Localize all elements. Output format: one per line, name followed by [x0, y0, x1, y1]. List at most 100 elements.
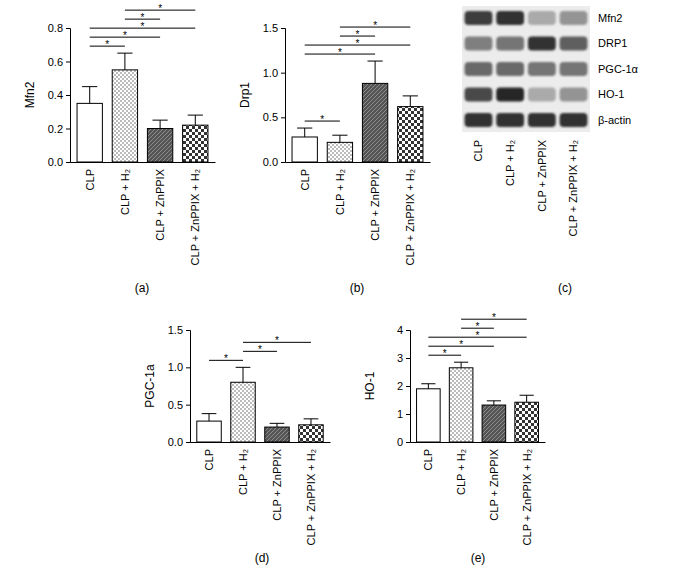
plot-area: [197, 367, 323, 442]
y-tick: 1.0: [168, 361, 190, 373]
error-bar: [304, 419, 319, 425]
y-tick-mark: [66, 62, 70, 63]
y-tick-mark: [66, 129, 70, 130]
significance-label: *: [476, 321, 480, 332]
x-tick-label: CLP: [203, 449, 215, 470]
x-tick: CLP + ZnPPIX: [369, 162, 381, 241]
x-tick: CLP: [203, 442, 215, 470]
error-bar-stem: [276, 423, 277, 427]
band: [560, 113, 588, 127]
x-tick-label: CLP: [299, 169, 311, 190]
plot-area: [77, 53, 208, 162]
bar: [77, 103, 102, 162]
error-bar: [332, 135, 347, 142]
error-bar-cap: [487, 400, 501, 401]
band-label: HO-1: [598, 88, 624, 100]
band: [528, 11, 556, 25]
bar: [197, 421, 221, 442]
y-tick-mark: [66, 162, 70, 163]
x-tick: CLP + ZnPPIX: [154, 162, 166, 241]
error-bar: [454, 362, 468, 368]
lane-label: CLP: [472, 140, 484, 161]
y-tick-mark: [66, 95, 70, 96]
bar: [112, 70, 137, 162]
error-bar: [236, 367, 251, 382]
x-axis: CLPCLP + H₂CLP + ZnPPIXCLP + ZnPPIX + H₂: [411, 442, 546, 545]
lane-label: CLP + ZnPPIX: [536, 139, 548, 211]
x-tick: CLP + ZnPPIX: [271, 442, 283, 521]
x-tick-label: CLP + ZnPPIX: [154, 168, 166, 240]
y-axis-line: [406, 331, 411, 443]
error-bar: [297, 128, 312, 137]
y-tick-label: 1.0: [263, 67, 278, 79]
y-axis: 01234: [397, 324, 411, 448]
y-tick-mark: [281, 162, 285, 163]
y-tick-label: 0.2: [48, 123, 63, 135]
y-tick: 4: [397, 324, 410, 336]
y-tick-label: 1.5: [263, 22, 278, 34]
lane-label: CLP + ZnPPIX + H₂: [567, 140, 579, 236]
error-bar-cap: [152, 120, 167, 121]
x-axis-line: [191, 442, 331, 443]
x-tick: CLP: [299, 162, 311, 190]
error-bar: [152, 120, 167, 128]
x-tick-label: CLP + ZnPPIX + H₂: [521, 449, 533, 545]
y-tick-mark: [281, 73, 285, 74]
y-tick: 1.0: [263, 67, 285, 79]
y-axis: 0.00.51.01.5: [168, 324, 191, 448]
y-axis-title: PGC-1a: [143, 364, 157, 408]
x-tick-label: CLP + ZnPPIX: [369, 168, 381, 240]
bar: [449, 368, 473, 442]
band: [560, 62, 588, 76]
y-tick: 0.8: [48, 22, 70, 34]
significance-label: *: [356, 29, 360, 40]
band: [465, 11, 493, 25]
panel-label: (a): [135, 281, 150, 295]
error-bar-cap: [82, 86, 97, 87]
significance-label: *: [141, 12, 145, 23]
error-bar-cap: [304, 418, 319, 419]
error-bar-cap: [270, 423, 285, 424]
y-tick: 0.4: [48, 89, 70, 101]
x-tick-label: CLP + H₂: [334, 169, 346, 215]
error-bar: [487, 401, 501, 405]
error-bar: [270, 423, 285, 427]
significance-label: *: [492, 312, 496, 323]
y-tick-label: 1: [397, 408, 403, 420]
y-tick-label: 1.0: [168, 361, 183, 373]
x-tick: CLP: [84, 162, 96, 190]
x-axis-line: [71, 162, 216, 163]
y-tick: 0.0: [168, 436, 190, 448]
western-blot: Mfn2DRP1PGC-1αHO-1β-actinCLPCLP + H₂CLP …: [462, 6, 639, 295]
bar: [362, 83, 387, 162]
panel-label: (b): [350, 281, 365, 295]
y-tick: 1: [397, 408, 410, 420]
x-tick: CLP + ZnPPIX + H₂: [189, 162, 201, 265]
error-bar-stem: [304, 128, 305, 137]
significance-label: *: [258, 344, 262, 355]
band: [465, 113, 493, 127]
y-axis-title: Drp1: [238, 82, 252, 108]
band: [496, 113, 524, 127]
error-bar-cap: [454, 362, 468, 363]
x-axis: CLPCLP + H₂CLP + ZnPPIXCLP + ZnPPIX + H₂: [286, 162, 431, 265]
error-bar-stem: [339, 135, 340, 142]
bar: [183, 125, 208, 162]
x-tick: CLP + H₂: [334, 162, 346, 215]
band-label: DRP1: [598, 37, 627, 49]
band: [465, 87, 493, 101]
bar-chart: 0.00.20.40.60.8CLPCLP + H₂CLP + ZnPPIXCL…: [23, 3, 216, 295]
x-tick: CLP + ZnPPIX: [488, 442, 500, 521]
bar: [265, 427, 289, 442]
significance: *****: [90, 3, 196, 50]
significance: *****: [305, 20, 411, 125]
band-label: β-actin: [598, 114, 631, 126]
y-tick: 0.0: [48, 156, 70, 168]
error-bar-stem: [428, 384, 429, 389]
y-tick-mark: [281, 28, 285, 29]
error-bar: [367, 61, 382, 83]
error-bar-stem: [124, 53, 125, 70]
error-bar-cap: [367, 61, 382, 62]
x-axis: CLPCLP + H₂CLP + ZnPPIXCLP + ZnPPIX + H₂: [71, 162, 216, 265]
y-tick: 0: [397, 436, 410, 448]
